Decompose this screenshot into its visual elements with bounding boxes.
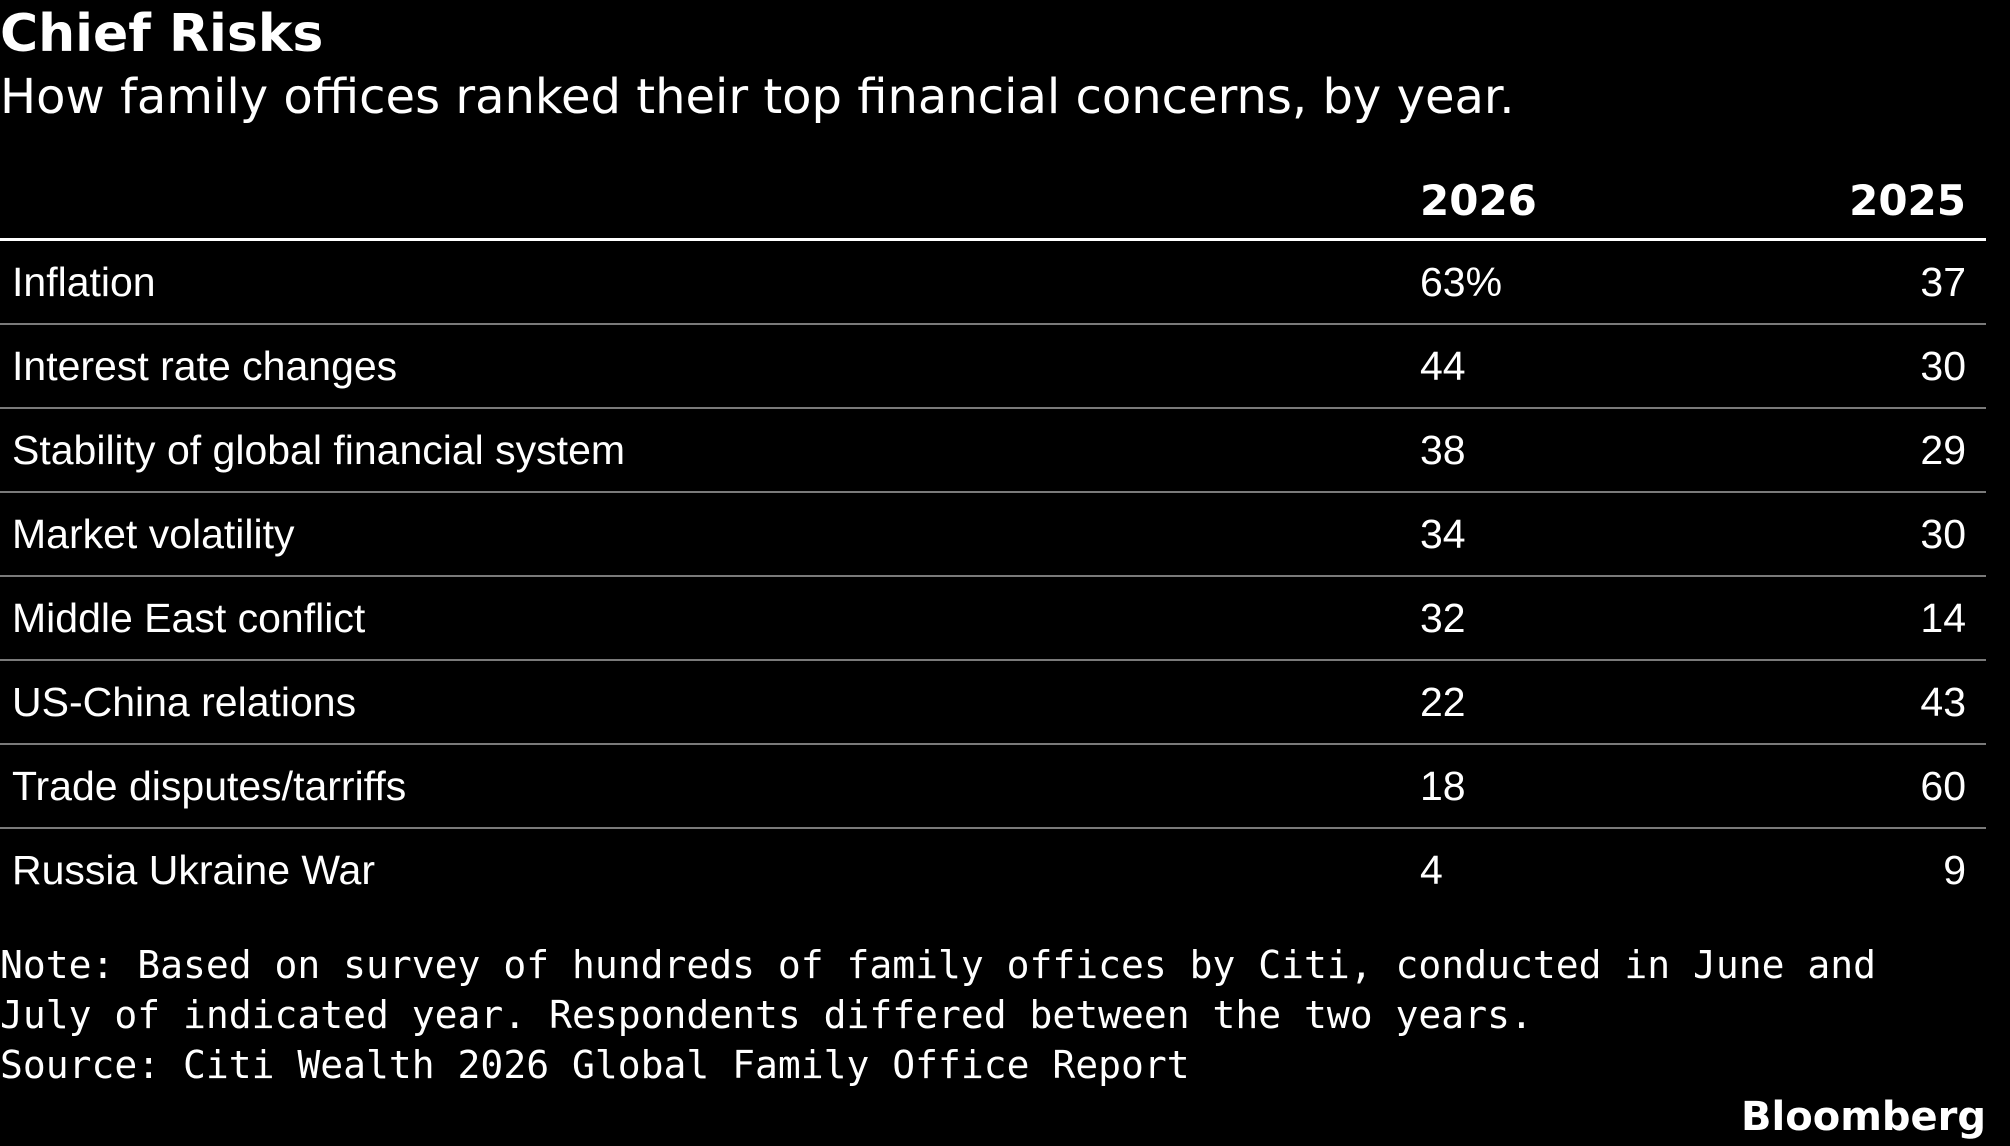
row-label: Middle East conflict: [12, 595, 366, 641]
table-row: Trade disputes/tarriffs 18 60: [0, 745, 1986, 829]
value-2026: 22: [1420, 679, 1466, 725]
value-2025: 60: [1920, 763, 1966, 809]
column-header-2026: 2026: [1420, 176, 1537, 225]
column-header-2025: 2025: [1849, 176, 1966, 225]
table-row: Inflation 63% 37: [0, 241, 1986, 325]
value-2026: 18: [1420, 763, 1466, 809]
table-row: US-China relations 22 43: [0, 661, 1986, 745]
value-2026: 38: [1420, 427, 1466, 473]
value-2025: 37: [1920, 259, 1966, 305]
value-2026: 32: [1420, 595, 1466, 641]
value-2026: 34: [1420, 511, 1466, 557]
value-2025: 30: [1920, 511, 1966, 557]
row-label: Trade disputes/tarriffs: [12, 763, 407, 809]
row-label: US-China relations: [12, 679, 357, 725]
chart-subtitle: How family offices ranked their top fina…: [0, 69, 1515, 125]
table-row: Middle East conflict 32 14: [0, 577, 1986, 661]
value-2025: 14: [1920, 595, 1966, 641]
row-label: Stability of global financial system: [12, 427, 626, 473]
row-label: Russia Ukraine War: [12, 847, 376, 893]
brand-logo: Bloomberg: [1741, 1094, 1986, 1140]
footnote: Note: Based on survey of hundreds of fam…: [0, 943, 1876, 1037]
table-row: Market volatility 34 30: [0, 493, 1986, 577]
value-2026: 63%: [1420, 259, 1503, 305]
row-label: Interest rate changes: [12, 343, 398, 389]
row-label: Market volatility: [12, 511, 295, 557]
chart-title: Chief Risks: [0, 4, 324, 64]
value-2025: 29: [1920, 427, 1966, 473]
value-2026: 44: [1420, 343, 1466, 389]
data-table: 2026 2025 Inflation 63% 37 Interest rate ch…: [0, 168, 1986, 911]
value-2025: 9: [1943, 847, 1966, 893]
source-note: Source: Citi Wealth 2026 Global Family O…: [0, 1043, 1190, 1087]
table-body: Inflation 63% 37 Interest rate changes 44 30 S…: [0, 241, 1986, 911]
value-2026: 4: [1420, 847, 1443, 893]
table-row: Stability of global financial system 38 29: [0, 409, 1986, 493]
table-row: Russia Ukraine War 4 9: [0, 829, 1986, 911]
table-header-row: 2026 2025: [0, 168, 1986, 241]
value-2025: 43: [1920, 679, 1966, 725]
value-2025: 30: [1920, 343, 1966, 389]
table-row: Interest rate changes 44 30: [0, 325, 1986, 409]
row-label: Inflation: [12, 259, 156, 305]
